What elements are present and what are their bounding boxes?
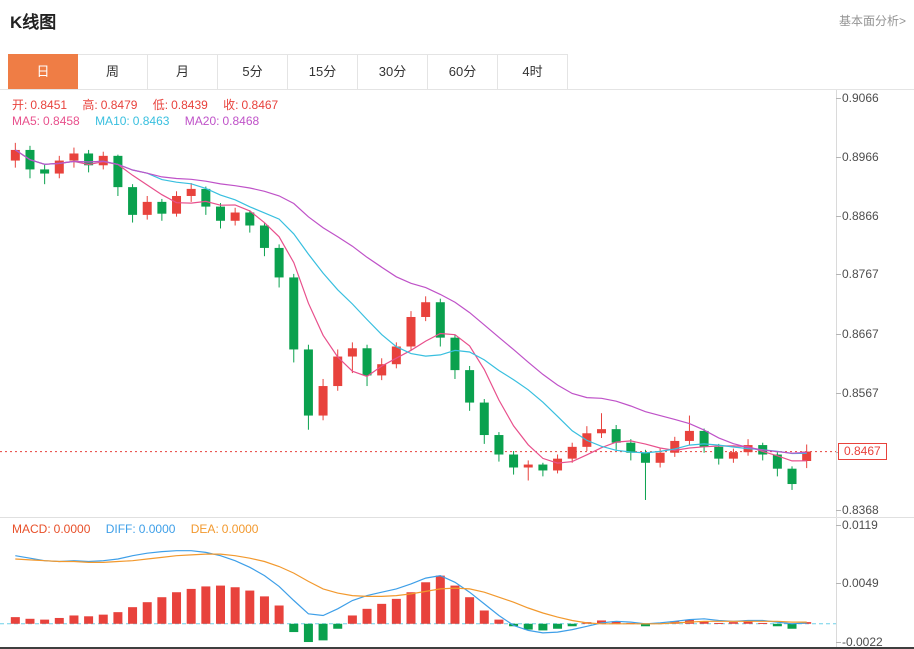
macd-histogram: [10, 575, 812, 643]
ma-info-row: MA5: 0.8458 MA10: 0.8463 MA20: 0.8468: [12, 114, 271, 128]
dea-value: 0.0000: [221, 522, 259, 536]
tab-4hour[interactable]: 4时: [498, 54, 568, 89]
low-label: 低:: [152, 98, 169, 112]
y-axis-line: [836, 90, 837, 649]
macd-axis-label: 0.0119: [842, 518, 878, 532]
close-value: 0.8467: [241, 98, 279, 112]
axis-tick: [836, 642, 841, 644]
macd-value: 0.0000: [53, 522, 91, 536]
axis-tick: [836, 333, 841, 335]
axis-tick: [836, 525, 841, 526]
price-axis-label: 0.8966: [842, 150, 879, 165]
axis-tick: [836, 157, 841, 159]
panel-separator: [0, 517, 914, 518]
diff-value: 0.0000: [138, 522, 176, 536]
ma5-value: 0.8458: [43, 114, 80, 128]
tab-30min[interactable]: 30分: [358, 54, 428, 89]
axis-tick: [836, 510, 841, 511]
close-label: 收:: [223, 98, 239, 112]
price-axis-label: 0.8767: [842, 267, 879, 282]
price-axis-label: 0.8866: [842, 209, 879, 224]
ma20-value: 0.8468: [222, 114, 260, 128]
page-title: K线图: [10, 13, 57, 32]
price-axis-label: 0.8368: [842, 503, 879, 517]
kline-chart-canvas[interactable]: [0, 91, 836, 517]
axis-tick: [836, 392, 841, 394]
tab-60min[interactable]: 60分: [428, 54, 498, 89]
dea-label: DEA:: [190, 522, 219, 536]
ma5-label: MA5:: [12, 114, 41, 128]
axis-tick: [836, 274, 841, 276]
tab-month[interactable]: 月: [148, 54, 218, 89]
macd-label: MACD:: [12, 522, 51, 536]
diff-line: [15, 550, 807, 634]
macd-chart-canvas[interactable]: [0, 517, 836, 649]
price-axis-label: 0.8667: [842, 326, 879, 341]
open-label: 开:: [12, 98, 28, 112]
ma5-line: [14, 149, 807, 464]
tab-5min[interactable]: 5分: [218, 54, 288, 89]
high-value: 0.8479: [100, 98, 138, 112]
axis-tick: [836, 583, 841, 585]
ma20-line: [14, 149, 807, 454]
ma10-value: 0.8463: [132, 114, 170, 128]
high-label: 高:: [82, 98, 98, 112]
fundamental-analysis-link[interactable]: 基本面分析>: [838, 14, 906, 28]
tab-week[interactable]: 周: [78, 54, 148, 89]
bottom-border: [0, 647, 914, 649]
ohlc-info-row: 开: 0.8451 高: 0.8479 低: 0.8439 收: 0.8467: [12, 96, 290, 113]
dea-line: [15, 553, 807, 625]
diff-label: DIFF:: [105, 522, 136, 536]
ma10-label: MA10:: [95, 114, 130, 128]
price-axis-label: 0.9066: [842, 91, 879, 105]
tab-15min[interactable]: 15分: [288, 54, 358, 89]
macd-axis-label: -0.0022: [842, 635, 883, 649]
macd-axis-label: 0.0049: [842, 576, 879, 591]
low-value: 0.8439: [171, 98, 208, 112]
interval-tab-bar: 日周月 5分 15分 30分 60分 4时: [0, 54, 914, 90]
axis-tick: [836, 98, 841, 99]
price-axis-label: 0.8567: [842, 385, 879, 400]
tab-day[interactable]: 日: [8, 54, 78, 89]
open-value: 0.8451: [30, 98, 68, 112]
macd-info-row: MACD: 0.0000 DIFF: 0.0000 DEA: 0.0000: [12, 522, 270, 536]
axis-tick: [836, 216, 841, 218]
ma20-label: MA20:: [184, 114, 220, 128]
current-price-tag: 0.8467: [838, 443, 887, 460]
candlestick-series: [10, 142, 812, 500]
